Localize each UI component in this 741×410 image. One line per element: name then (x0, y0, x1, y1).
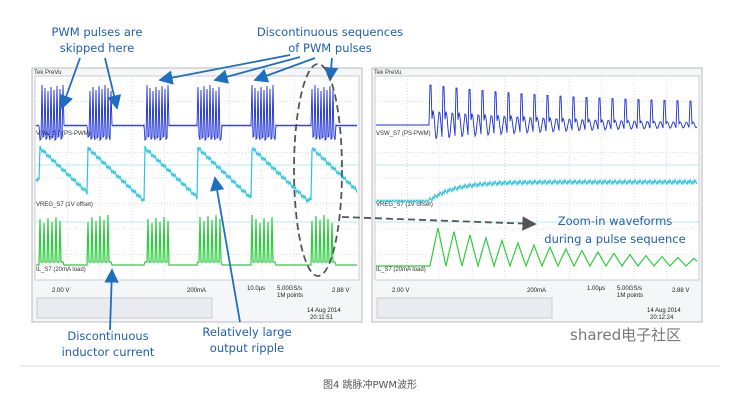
channel-label: VSW_S7 (PS-PWM) (376, 131, 431, 137)
waveform (376, 84, 698, 140)
annotation: Zoom-in waveforms (558, 214, 673, 228)
scopes: Tek PreVu VSW_S7 (PS-PWM) VREG_S7 (1V offs… (31, 67, 703, 323)
status: 2.88 V (672, 288, 689, 294)
annotation: PWM pulses are (52, 25, 143, 39)
annotation: inductor current (62, 345, 155, 359)
status: 1M points (617, 293, 643, 299)
date: 14 Aug 2014 (647, 308, 681, 314)
status: 1.00µs (587, 286, 605, 292)
status: 10.0µs (247, 286, 265, 292)
channel-label: IL_S7 (20mA load) (376, 267, 426, 273)
time: 20:12:24 (650, 315, 674, 321)
channel-label: IL_S7 (20mA load) (36, 267, 86, 273)
scope-header: Tek PreVu (374, 70, 401, 76)
waveform (35, 84, 358, 142)
status: 1M points (277, 293, 303, 299)
channel-label: VREG_S7 (1V offset) (376, 202, 433, 208)
measure-box (376, 297, 553, 319)
waveform (36, 214, 357, 266)
scope-header: Tek PreVu (34, 70, 61, 76)
channel-label: VSW_S7 (PS-PWM) (36, 131, 91, 137)
status: 5.00GS/s (617, 286, 642, 292)
waveform (375, 178, 698, 204)
status: 200mA (187, 288, 206, 294)
measure-box (36, 297, 213, 319)
annotation: during a pulse sequence (544, 232, 685, 246)
annotation: Discontinuous (67, 329, 148, 343)
status: 5.00GS/s (277, 286, 302, 292)
annotation: Discontinuous sequences (257, 25, 403, 39)
zoom-arrow (341, 216, 537, 231)
highlight-ellipse (293, 63, 343, 277)
status: 2.00 V (52, 288, 69, 294)
waveform (35, 145, 358, 204)
annotation: skipped here (60, 41, 134, 55)
annotation: of PWM pulses (288, 41, 371, 55)
status: 200mA (527, 288, 546, 294)
arrows (59, 54, 339, 331)
status: 2.00 V (392, 288, 409, 294)
waveform (376, 227, 698, 269)
channel-label: VREG_S7 (1V offset) (36, 202, 93, 208)
annotation: output ripple (210, 341, 284, 355)
annotation: Relatively large (202, 325, 291, 339)
time: 20:11:51 (310, 315, 334, 321)
caption: 图4 跳脉冲PWM波形 (323, 378, 417, 391)
status: 2.88 V (332, 288, 349, 294)
watermark: shared电子社区 (570, 326, 681, 344)
date: 14 Aug 2014 (307, 308, 341, 314)
